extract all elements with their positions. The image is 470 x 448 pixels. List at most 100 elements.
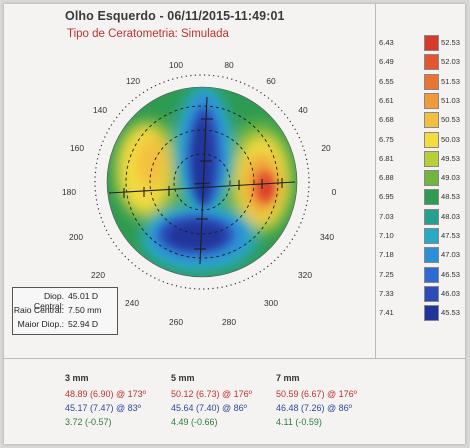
axis-label-100: 100 [169,60,183,70]
legend-diopter: 47.53 [441,231,461,240]
axis-tick-ring [94,74,310,290]
axis-label-340: 340 [320,232,334,242]
flat-k: 45.17 (7.47) @ 83º [65,403,141,413]
legend-diopter: 47.03 [441,250,461,260]
legend-row: 6.55 51.53 [379,73,461,90]
legend-radius-mm: 7.25 [379,269,394,279]
steep-k: 50.12 (6.73) @ 176º [171,389,252,399]
legend-swatch [424,285,439,302]
legend-radius-mm: 7.41 [379,308,394,318]
legend-swatch [424,189,439,206]
flat-k: 46.48 (7.26) @ 86º [276,403,352,413]
topography-report: Olho Esquerdo - 06/11/2015-11:49:01 Tipo… [4,4,465,444]
axis-label-160: 160 [70,143,84,153]
legend-radius-mm: 6.68 [379,115,394,125]
steep-k: 50.59 (6.67) @ 176º [276,389,357,399]
legend-row: 6.49 52.03 [379,53,461,71]
legend-radius-mm: 7.33 [379,288,394,298]
legend-diopter: 49.53 [441,153,461,163]
legend-row: 6.81 49.53 [379,150,461,167]
cylinder: 3.72 (-0.57) [65,417,112,427]
steep-k: 48.89 (6.90) @ 173º [65,389,146,399]
zone-7mm: 7 mm 50.59 (6.67) @ 176º 46.48 (7.26) @ … [276,373,396,431]
legend-swatch [424,73,439,90]
cylinder: 4.49 (-0.66) [171,417,218,427]
divider-horizontal [4,358,465,359]
axis-label-280: 280 [222,317,236,327]
axis-label-80: 80 [224,60,234,70]
central-power-row: Diop. Central: 45.01 D [13,291,117,311]
legend-radius-mm: 6.61 [379,95,394,105]
legend-swatch [424,131,439,148]
legend-diopter: 50.03 [441,134,461,144]
cylinder: 4.11 (-0.59) [276,417,322,427]
legend-swatch [424,35,439,51]
central-values-box: Diop. Central: 45.01 D Raio Central: 7.5… [12,287,118,335]
legend-diopter: 52.03 [441,57,461,67]
keratometry-type: Tipo de Ceratometria: Simulada [67,28,229,40]
axis-label-200: 200 [69,232,83,242]
legend-swatch [424,170,439,187]
legend-swatch [424,150,439,167]
axis-label-120: 120 [126,76,140,86]
legend-row: 6.88 49.03 [379,169,461,187]
axis-label-20: 20 [321,143,331,153]
legend-diopter: 51.53 [441,76,461,86]
legend-swatch [424,112,439,129]
legend-diopter: 48.53 [441,192,461,202]
legend-swatch [424,266,439,283]
legend-diopter: 51.03 [441,95,461,105]
max-power-value: 52.94 D [68,319,99,329]
legend-radius-mm: 6.55 [379,76,394,86]
legend-diopter: 52.53 [441,38,461,47]
axis-label-220: 220 [91,270,105,280]
axis-label-260: 260 [169,317,183,327]
legend-diopter: 45.53 [441,308,461,318]
legend-radius-mm: 7.03 [379,211,394,221]
zone-label: 5 mm [171,373,195,383]
legend-row: 6.75 50.03 [379,131,461,148]
axis-label-180: 180 [62,187,76,197]
legend-radius-mm: 6.81 [379,153,394,163]
axis-label-140: 140 [93,105,107,115]
legend-diopter: 50.53 [441,115,461,125]
corneal-topography-map: 100 80 120 60 140 40 160 20 180 0 200 34… [62,60,337,327]
divider-vertical [375,4,376,358]
axis-label-60: 60 [266,76,276,86]
legend-swatch [424,228,439,244]
axis-label-300: 300 [264,298,278,308]
legend-radius-mm: 6.49 [379,57,394,67]
legend-row: 7.10 47.53 [379,227,461,244]
legend-radius-mm: 7.18 [379,250,394,260]
legend-diopter: 46.03 [441,288,461,298]
legend-diopter: 48.03 [441,211,461,221]
max-power-label: Maior Diop.: [17,319,64,329]
central-power-label: Diop. Central: [33,291,64,311]
legend-row: 7.25 46.53 [379,266,461,283]
legend-radius-mm: 6.88 [379,173,394,183]
axis-label-240: 240 [125,298,139,308]
max-power-row: Maior Diop.: 52.94 D [13,319,117,331]
cornea-boundary [106,86,298,278]
legend-swatch [424,92,439,109]
legend-row: 6.95 48.53 [379,188,461,206]
legend-radius-mm: 6.95 [379,192,394,202]
axis-label-320: 320 [298,270,312,280]
central-power-value: 45.01 D [68,291,99,301]
legend-radius-mm: 6.43 [379,38,394,47]
zone-5mm: 5 mm 50.12 (6.73) @ 176º 45.64 (7.40) @ … [171,373,291,431]
legend-row: 6.43 52.53 [379,34,461,51]
legend-row: 6.68 50.53 [379,111,461,129]
legend-swatch [424,305,439,322]
zone-3mm: 3 mm 48.89 (6.90) @ 173º 45.17 (7.47) @ … [65,373,185,431]
legend-row: 7.41 45.53 [379,304,461,322]
exam-title: Olho Esquerdo - 06/11/2015-11:49:01 [65,9,285,23]
legend-row: 7.33 46.03 [379,285,461,302]
legend-swatch [424,54,439,71]
legend-row: 7.18 47.03 [379,246,461,264]
legend-row: 6.61 51.03 [379,92,461,109]
legend-diopter: 46.53 [441,269,461,279]
legend-swatch [424,247,439,264]
central-radius-label: Raio Central: [13,305,64,315]
axis-label-40: 40 [298,105,308,115]
